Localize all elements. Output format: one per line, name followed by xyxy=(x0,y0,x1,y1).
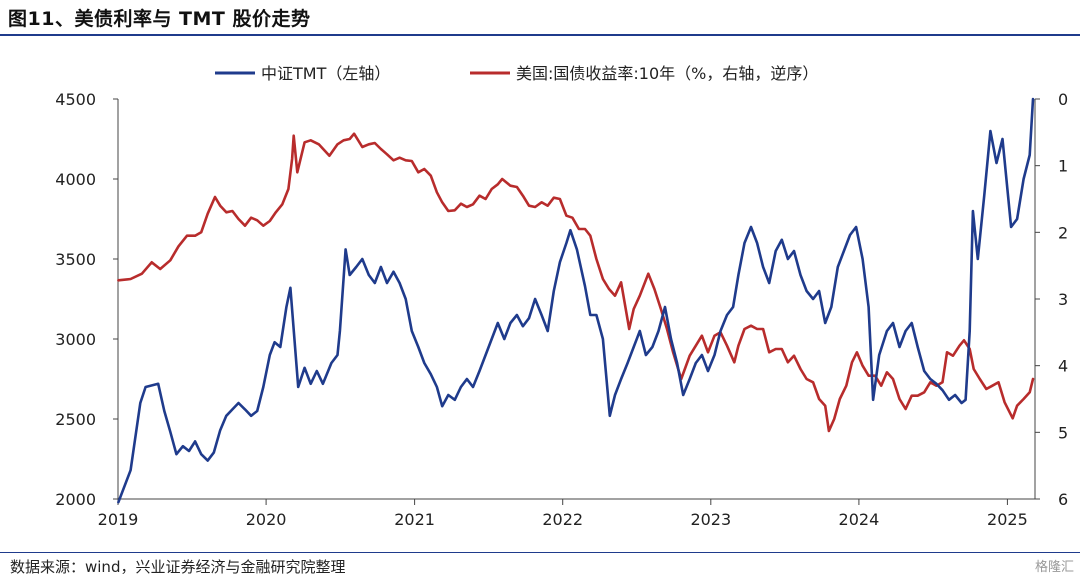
left-tick-label: 2000 xyxy=(55,490,96,509)
watermark: 格隆汇 xyxy=(1034,560,1074,575)
left-tick-label: 3000 xyxy=(55,330,96,349)
x-tick-label: 2023 xyxy=(690,510,731,529)
series-layer xyxy=(117,97,1035,504)
right-tick-label: 4 xyxy=(1058,357,1068,376)
right-tick-label: 2 xyxy=(1058,223,1068,242)
left-tick-label: 3500 xyxy=(55,250,96,269)
source-rule xyxy=(0,552,1080,553)
tmt-index-line xyxy=(117,97,1035,504)
figure-title: 图11、美债利率与 TMT 股价走势 xyxy=(8,8,311,30)
right-tick-label: 0 xyxy=(1058,90,1068,109)
left-tick-label: 4000 xyxy=(55,170,96,189)
x-tick-label: 2022 xyxy=(542,510,583,529)
x-tick-label: 2025 xyxy=(987,510,1028,529)
source-note: 数据来源：wind，兴业证券经济与金融研究院整理 xyxy=(10,558,346,576)
x-tick-label: 2021 xyxy=(394,510,435,529)
left-axis-ticks: 2000 2500 3000 3500 4000 4500 xyxy=(55,90,118,509)
axes xyxy=(117,99,1036,500)
right-axis-ticks: 0 1 2 3 4 5 6 xyxy=(1035,90,1068,509)
line-chart: 2019 2020 2021 2022 2023 2024 2025 20002500300… xyxy=(55,64,1068,529)
legend-label: 中证TMT（左轴） xyxy=(261,64,390,83)
title-rule xyxy=(0,34,1080,36)
right-tick-label: 1 xyxy=(1058,157,1068,176)
right-tick-label: 5 xyxy=(1058,423,1068,442)
us10y-yield-line xyxy=(117,132,1035,433)
x-tick-label: 2024 xyxy=(839,510,880,529)
legend-label: 美国:国债收益率:10年（%，右轴，逆序） xyxy=(516,64,818,83)
right-tick-label: 3 xyxy=(1058,290,1068,309)
right-tick-label: 6 xyxy=(1058,490,1068,509)
legend: 中证TMT（左轴） 美国:国债收益率:10年（%，右轴，逆序） xyxy=(215,64,818,83)
x-axis-ticks: 2019 2020 2021 2022 2023 2024 2025 xyxy=(98,499,1028,529)
left-tick-label: 4500 xyxy=(55,90,96,109)
left-tick-label: 2500 xyxy=(55,410,96,429)
x-tick-label: 2019 xyxy=(98,510,139,529)
x-tick-label: 2020 xyxy=(246,510,287,529)
